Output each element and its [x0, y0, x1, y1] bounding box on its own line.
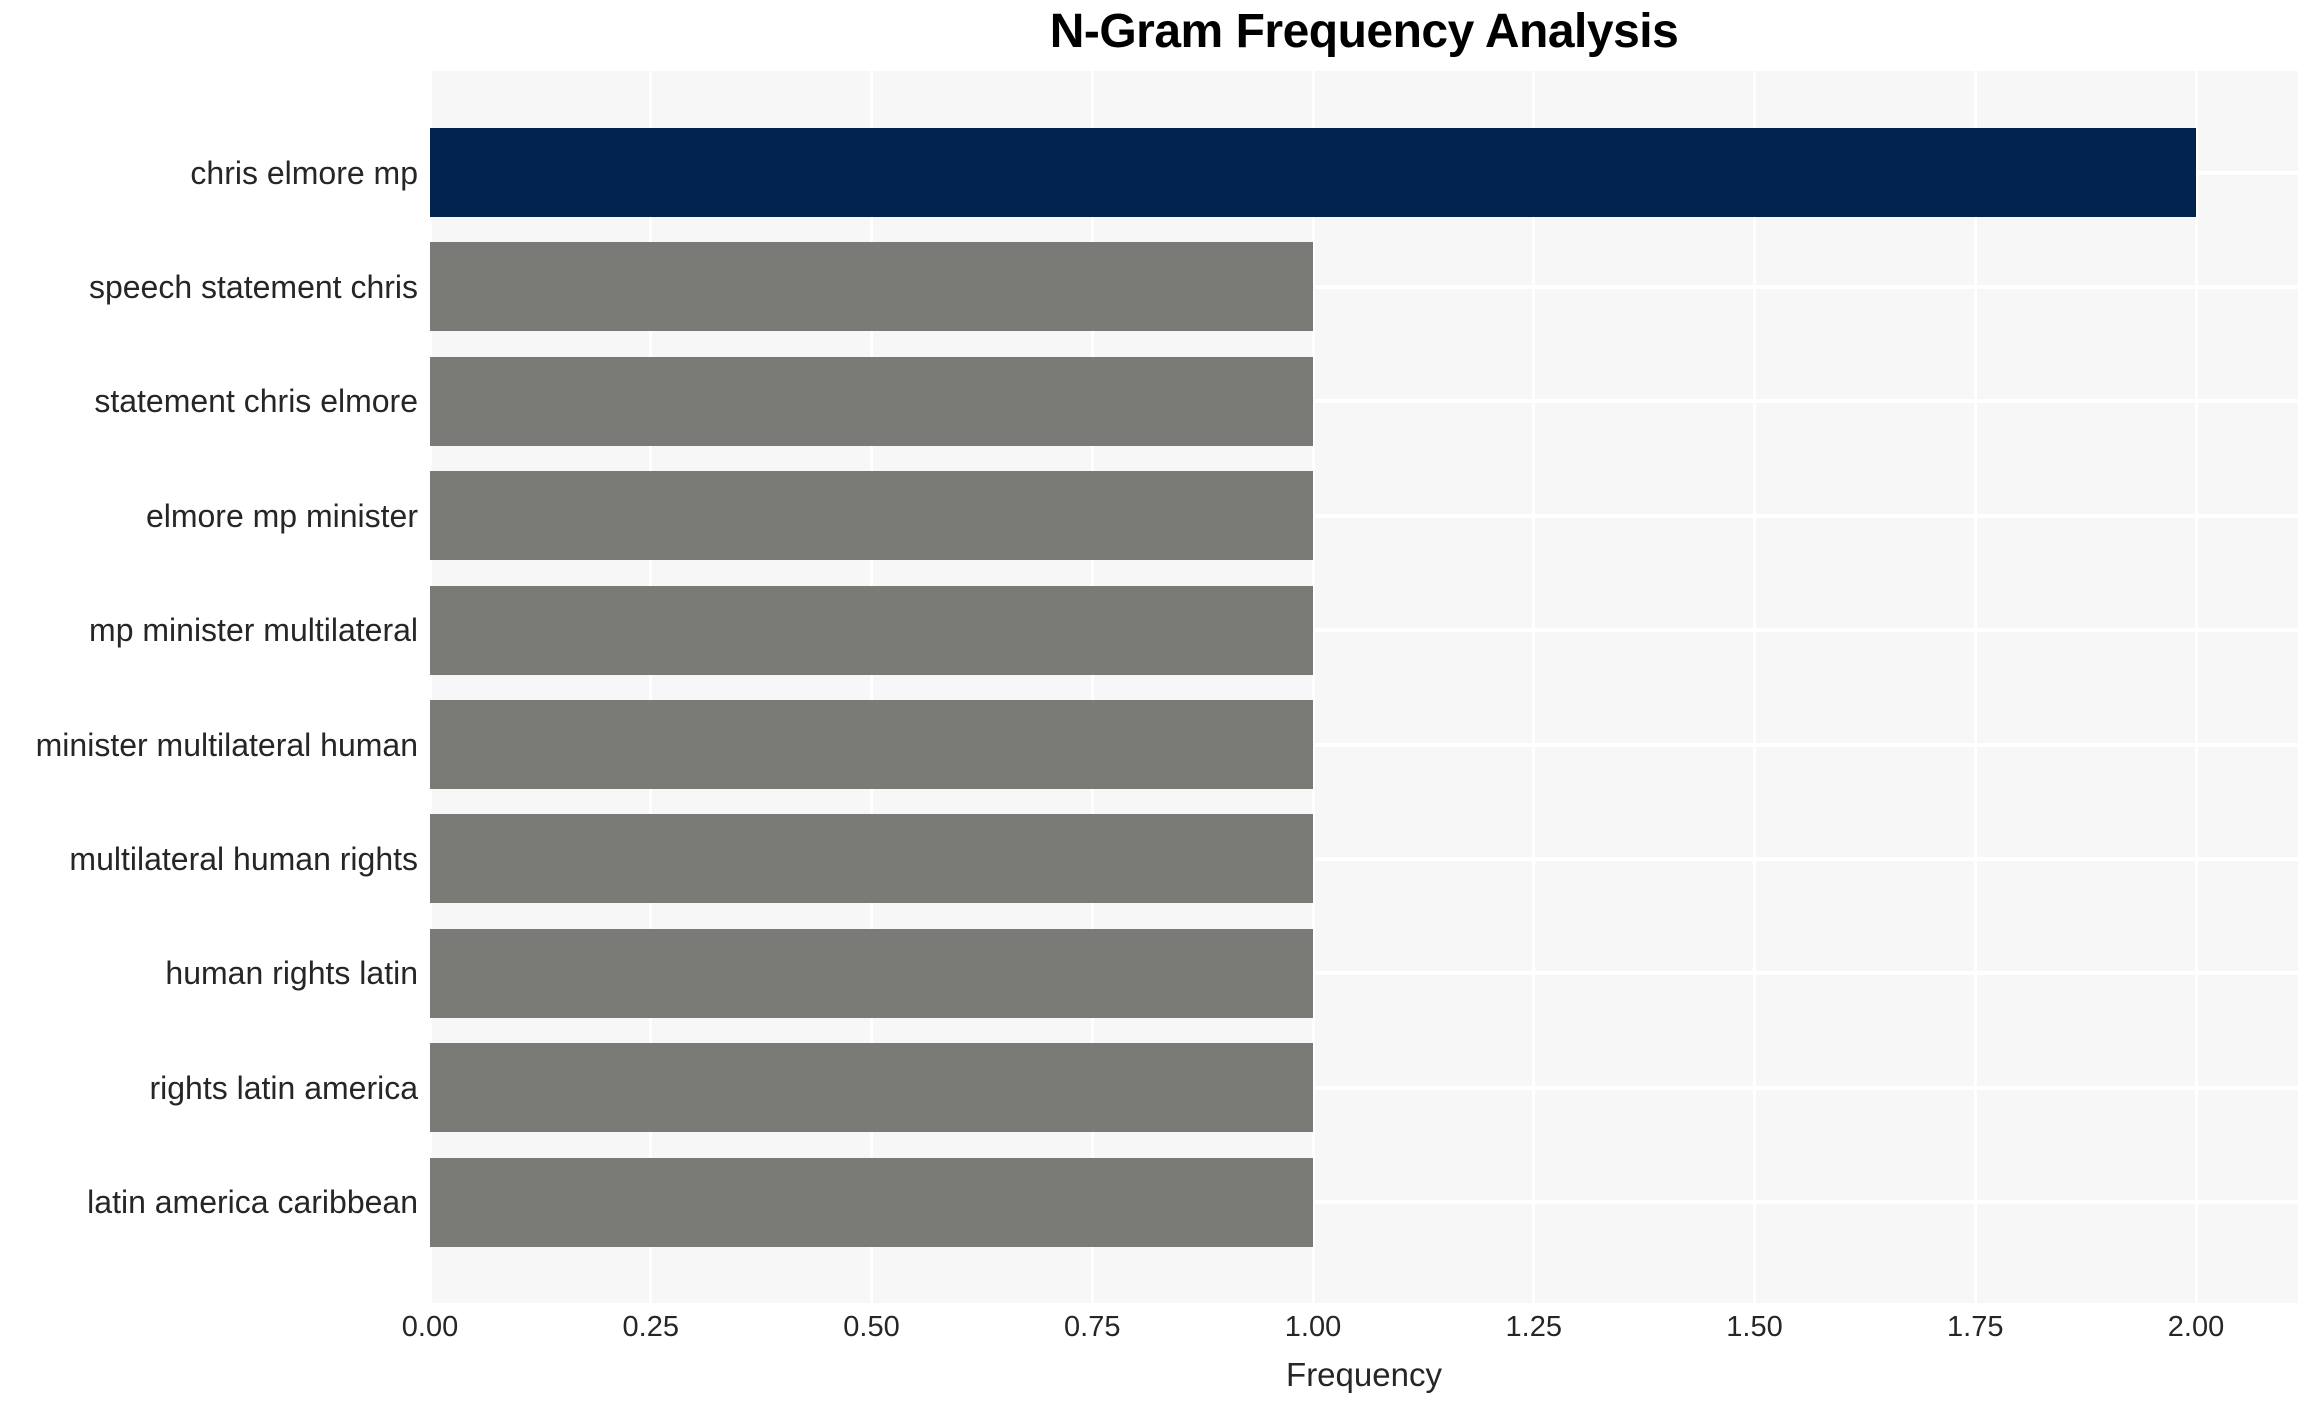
y-tick-label: mp minister multilateral	[89, 612, 418, 649]
y-tick-label: latin america caribbean	[87, 1184, 418, 1221]
gridline-vertical	[1753, 71, 1756, 1303]
x-tick-label: 0.50	[843, 1311, 900, 1343]
x-tick-label: 0.75	[1064, 1311, 1121, 1343]
x-tick-label: 1.00	[1284, 1311, 1342, 1343]
gridline-horizontal	[430, 1200, 2298, 1205]
y-tick-label: multilateral human rights	[69, 840, 418, 877]
chart-title: N-Gram Frequency Analysis	[1049, 5, 1679, 58]
gridline-vertical	[1090, 71, 1094, 1303]
bar-speech-statement-chris	[430, 242, 1313, 332]
bar-elmore-mp-minister	[430, 471, 1313, 561]
gridline-horizontal	[430, 399, 2298, 404]
gridline-horizontal	[430, 1085, 2298, 1090]
bar-mp-minister-multilateral	[430, 585, 1313, 675]
x-tick-label: 0.00	[401, 1311, 459, 1343]
gridline-horizontal	[430, 284, 2298, 289]
y-tick-label: chris elmore mp	[190, 154, 418, 191]
gridline-vertical	[1311, 71, 1315, 1303]
bar-multilateral-human-rights	[430, 814, 1313, 904]
y-tick-label: human rights latin	[165, 955, 418, 992]
gridline-horizontal	[430, 856, 2298, 861]
y-tick-label: elmore mp minister	[145, 497, 418, 534]
gridline-horizontal	[430, 513, 2298, 518]
y-tick-label: minister multilateral human	[35, 726, 418, 763]
gridline-horizontal	[430, 742, 2298, 747]
y-tick-label: rights latin america	[149, 1069, 418, 1106]
bar-minister-multilateral-human	[430, 700, 1313, 789]
y-tick-label: statement chris elmore	[94, 383, 418, 420]
gridline-vertical	[649, 71, 653, 1303]
gridline-horizontal	[430, 971, 2298, 976]
gridline-vertical	[870, 71, 873, 1303]
gridline-horizontal	[430, 628, 2298, 633]
bar-statement-chris-elmore	[430, 356, 1313, 446]
x-tick-label: 1.75	[1947, 1311, 2004, 1343]
x-tick-label: 1.50	[1726, 1311, 1783, 1343]
bar-rights-latin-america	[430, 1043, 1313, 1133]
y-tick-label: speech statement chris	[88, 268, 418, 305]
gridline-vertical	[1973, 71, 1977, 1303]
x-tick-label: 1.25	[1505, 1311, 1562, 1343]
bar-latin-america-caribbean	[430, 1157, 1313, 1247]
x-tick-label: 0.25	[622, 1311, 679, 1343]
gridline-vertical	[430, 71, 432, 1303]
bar-human-rights-latin	[430, 928, 1313, 1018]
bar-chris-elmore-mp	[430, 128, 2196, 217]
plot-area	[430, 71, 2298, 1303]
x-axis-label: Frequency	[1286, 1356, 1442, 1393]
gridline-vertical	[2194, 71, 2198, 1303]
gridline-vertical	[1532, 71, 1536, 1303]
x-tick-label: 2.00	[2167, 1311, 2225, 1343]
